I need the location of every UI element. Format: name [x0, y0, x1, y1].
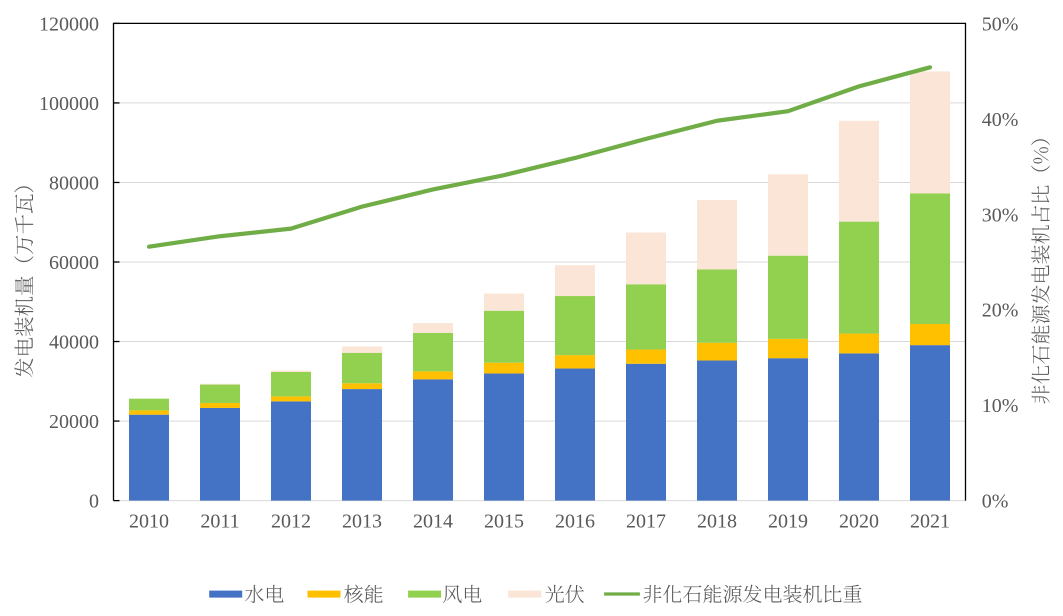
svg-text:40000: 40000: [49, 332, 99, 354]
svg-text:80000: 80000: [49, 172, 99, 194]
svg-text:2010: 2010: [129, 511, 169, 533]
svg-text:0: 0: [89, 491, 99, 513]
svg-text:2020: 2020: [839, 511, 879, 533]
svg-text:100000: 100000: [39, 93, 99, 115]
svg-text:120000: 120000: [39, 13, 99, 35]
svg-text:60000: 60000: [49, 252, 99, 274]
svg-text:2011: 2011: [200, 511, 239, 533]
svg-text:10%: 10%: [982, 395, 1019, 417]
svg-text:20%: 20%: [982, 300, 1019, 322]
svg-text:50%: 50%: [982, 13, 1019, 35]
svg-text:2015: 2015: [484, 511, 524, 533]
svg-text:2021: 2021: [910, 511, 950, 533]
svg-text:2016: 2016: [555, 511, 595, 533]
svg-text:2018: 2018: [697, 511, 737, 533]
svg-text:20000: 20000: [49, 411, 99, 433]
svg-text:2014: 2014: [413, 511, 453, 533]
svg-text:0%: 0%: [982, 491, 1009, 513]
svg-text:2019: 2019: [768, 511, 808, 533]
svg-text:40%: 40%: [982, 109, 1019, 131]
svg-text:2013: 2013: [342, 511, 382, 533]
svg-text:2012: 2012: [271, 511, 311, 533]
svg-text:30%: 30%: [982, 204, 1019, 226]
svg-text:2017: 2017: [626, 511, 666, 533]
